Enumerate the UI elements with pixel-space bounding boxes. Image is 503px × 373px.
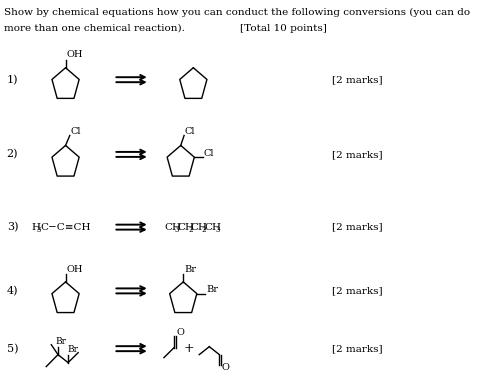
Text: Br: Br — [67, 345, 78, 354]
Text: H: H — [32, 223, 41, 232]
Text: Show by chemical equations how you can conduct the following conversions (you ca: Show by chemical equations how you can c… — [4, 8, 470, 17]
Text: [2 marks]: [2 marks] — [332, 75, 383, 84]
Text: [2 marks]: [2 marks] — [332, 150, 383, 159]
Text: CH: CH — [178, 223, 194, 232]
Text: 3: 3 — [175, 226, 179, 233]
Text: Cl: Cl — [70, 127, 81, 136]
Text: 2: 2 — [202, 226, 206, 233]
Text: more than one chemical reaction).: more than one chemical reaction). — [4, 24, 185, 33]
Text: O: O — [222, 363, 230, 372]
Text: [Total 10 points]: [Total 10 points] — [239, 24, 326, 33]
Text: 3: 3 — [215, 226, 220, 233]
Text: Br: Br — [55, 337, 66, 346]
Text: [2 marks]: [2 marks] — [332, 223, 383, 232]
Text: 2): 2) — [7, 149, 18, 160]
Text: O: O — [177, 328, 185, 337]
Text: 1): 1) — [7, 75, 18, 85]
Text: 2: 2 — [188, 226, 193, 233]
Text: C−C≡CH: C−C≡CH — [40, 223, 91, 232]
Text: Br: Br — [184, 266, 196, 275]
Text: 3): 3) — [7, 222, 18, 232]
Text: CH: CH — [204, 223, 221, 232]
Text: Cl: Cl — [185, 127, 196, 136]
Text: 5): 5) — [7, 344, 18, 354]
Text: [2 marks]: [2 marks] — [332, 286, 383, 295]
Text: 4): 4) — [7, 286, 18, 296]
Text: +: + — [184, 342, 195, 355]
Text: Cl: Cl — [204, 149, 214, 158]
Text: Br: Br — [206, 285, 218, 294]
Text: 3: 3 — [37, 226, 41, 233]
Text: CH: CH — [191, 223, 208, 232]
Text: OH: OH — [66, 266, 83, 275]
Text: CH: CH — [164, 223, 181, 232]
Text: [2 marks]: [2 marks] — [332, 344, 383, 353]
Text: OH: OH — [66, 50, 83, 59]
